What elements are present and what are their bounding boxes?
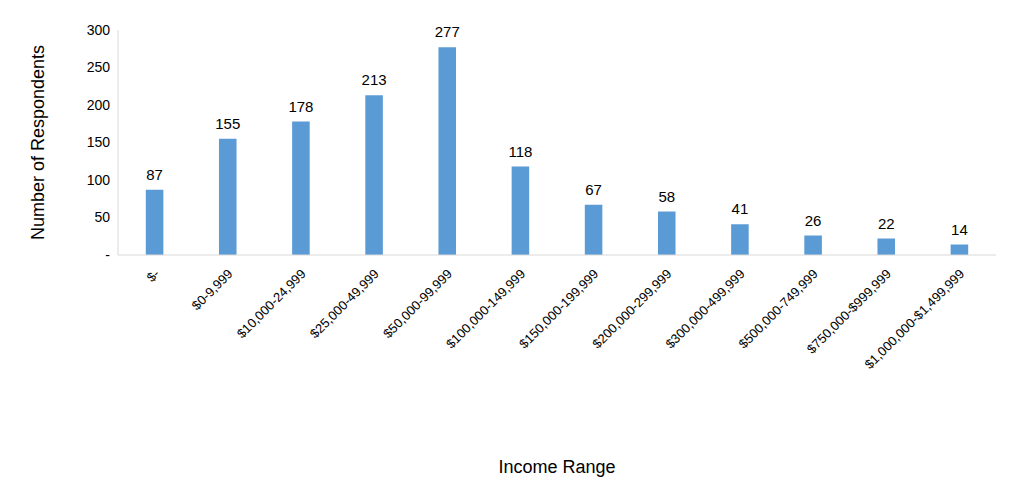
svg-text:$100,000-149,999: $100,000-149,999	[443, 266, 528, 351]
svg-text:$-: $-	[144, 266, 163, 285]
svg-text:$10,000-24,999: $10,000-24,999	[234, 266, 309, 341]
svg-text:14: 14	[951, 221, 968, 238]
svg-text:$0-9,999: $0-9,999	[189, 266, 236, 313]
svg-text:$200,000-299,999: $200,000-299,999	[589, 266, 674, 351]
svg-text:$150,000-199,999: $150,000-199,999	[516, 266, 601, 351]
svg-text:100: 100	[87, 172, 111, 188]
svg-text:$1,000,000-$1,499,999: $1,000,000-$1,499,999	[862, 266, 968, 372]
svg-text:-: -	[105, 247, 110, 263]
svg-text:213: 213	[362, 71, 387, 88]
svg-text:58: 58	[658, 188, 675, 205]
svg-text:118: 118	[508, 143, 532, 160]
svg-text:Number of Respondents: Number of Respondents	[28, 45, 48, 240]
svg-text:$500,000-749,999: $500,000-749,999	[736, 266, 821, 351]
svg-text:$25,000-49,999: $25,000-49,999	[307, 266, 382, 341]
svg-text:200: 200	[87, 97, 111, 113]
svg-text:300: 300	[87, 22, 111, 38]
svg-text:155: 155	[215, 115, 240, 132]
svg-text:22: 22	[878, 215, 895, 232]
svg-text:$50,000-99,999: $50,000-99,999	[380, 266, 455, 341]
svg-text:67: 67	[585, 181, 602, 198]
svg-text:277: 277	[435, 23, 460, 40]
svg-text:50: 50	[94, 209, 110, 225]
svg-text:178: 178	[288, 98, 313, 115]
svg-text:$300,000-499,999: $300,000-499,999	[662, 266, 747, 351]
svg-text:41: 41	[732, 200, 749, 217]
svg-text:250: 250	[87, 59, 111, 75]
svg-text:$750,000-$999,999: $750,000-$999,999	[803, 266, 894, 357]
svg-text:Income Range: Income Range	[498, 457, 615, 477]
svg-text:150: 150	[87, 134, 111, 150]
svg-text:87: 87	[146, 166, 163, 183]
svg-text:26: 26	[805, 212, 822, 229]
